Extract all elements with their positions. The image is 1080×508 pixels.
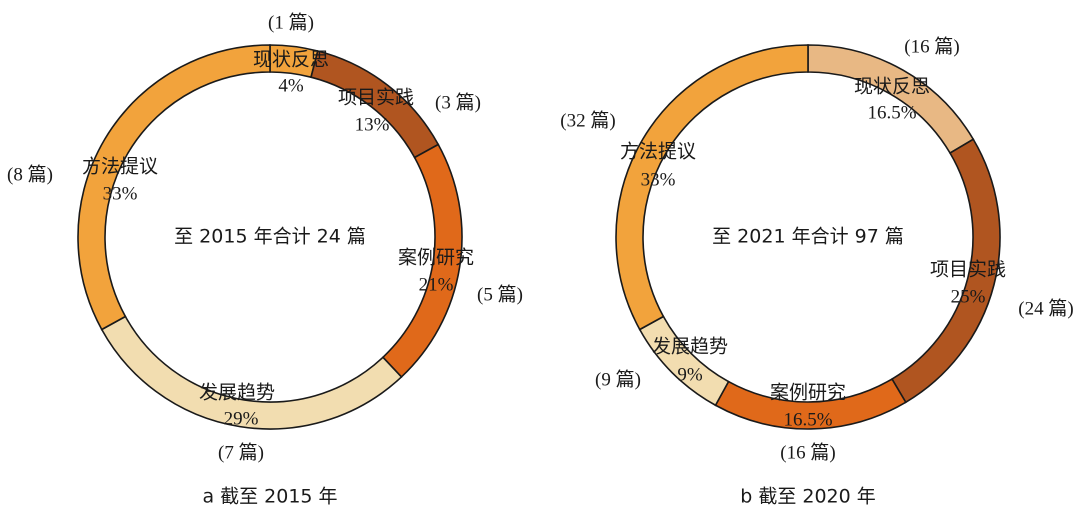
slice-label: 发展趋势 xyxy=(199,382,275,404)
slice-percent: 16.5% xyxy=(783,409,832,430)
slice-label: 案例研究 xyxy=(398,247,474,269)
slice-label: 项目实践 xyxy=(930,259,1006,281)
slice-count: (32 篇) xyxy=(560,109,615,131)
slice-percent: 13% xyxy=(355,114,390,135)
donut-slice xyxy=(77,44,271,331)
slice-label: 案例研究 xyxy=(770,382,846,404)
slice-count: (24 篇) xyxy=(1018,297,1073,319)
donut-slice xyxy=(807,44,975,155)
slice-percent: 16.5% xyxy=(867,102,916,123)
slice-count: (8 篇) xyxy=(7,163,53,185)
donut-slice xyxy=(615,44,809,331)
slice-count: (9 篇) xyxy=(595,368,641,390)
slice-percent: 21% xyxy=(419,274,454,295)
slice-label: 方法提议 xyxy=(620,141,696,163)
center-total: 至 2021 年合计 97 篇 xyxy=(712,226,904,248)
slice-count: (3 篇) xyxy=(435,91,481,113)
slice-percent: 29% xyxy=(224,408,259,429)
slice-percent: 4% xyxy=(278,75,304,96)
donut-chart-b: 现状反思 16.5% (16 篇) 项目实践 25% (24 篇) 案例研究 16.5% (16… xyxy=(560,35,1073,507)
donut-slice xyxy=(638,315,730,407)
slice-label: 发展趋势 xyxy=(652,336,728,358)
slice-label: 现状反思 xyxy=(253,49,329,71)
slice-count: (5 篇) xyxy=(477,283,523,305)
slice-label: 项目实践 xyxy=(338,87,414,109)
slice-percent: 33% xyxy=(103,183,138,204)
slice-label: 现状反思 xyxy=(854,76,930,98)
slice-percent: 9% xyxy=(677,364,703,385)
donut-chart-a: 现状反思 4% (1 篇) 项目实践 13% (3 篇) 案例研究 21% (5 篇) 发展趋势 2… xyxy=(7,11,523,507)
center-total: 至 2015 年合计 24 篇 xyxy=(174,226,366,248)
slice-label: 方法提议 xyxy=(82,156,158,178)
slice-count: (16 篇) xyxy=(780,441,835,463)
chart-caption: b 截至 2020 年 xyxy=(740,486,876,508)
slice-count: (1 篇) xyxy=(268,11,314,33)
slice-count: (7 篇) xyxy=(218,441,264,463)
slice-percent: 33% xyxy=(641,169,676,190)
slice-percent: 25% xyxy=(951,286,986,307)
slice-count: (16 篇) xyxy=(904,35,959,57)
chart-caption: a 截至 2015 年 xyxy=(202,486,337,508)
